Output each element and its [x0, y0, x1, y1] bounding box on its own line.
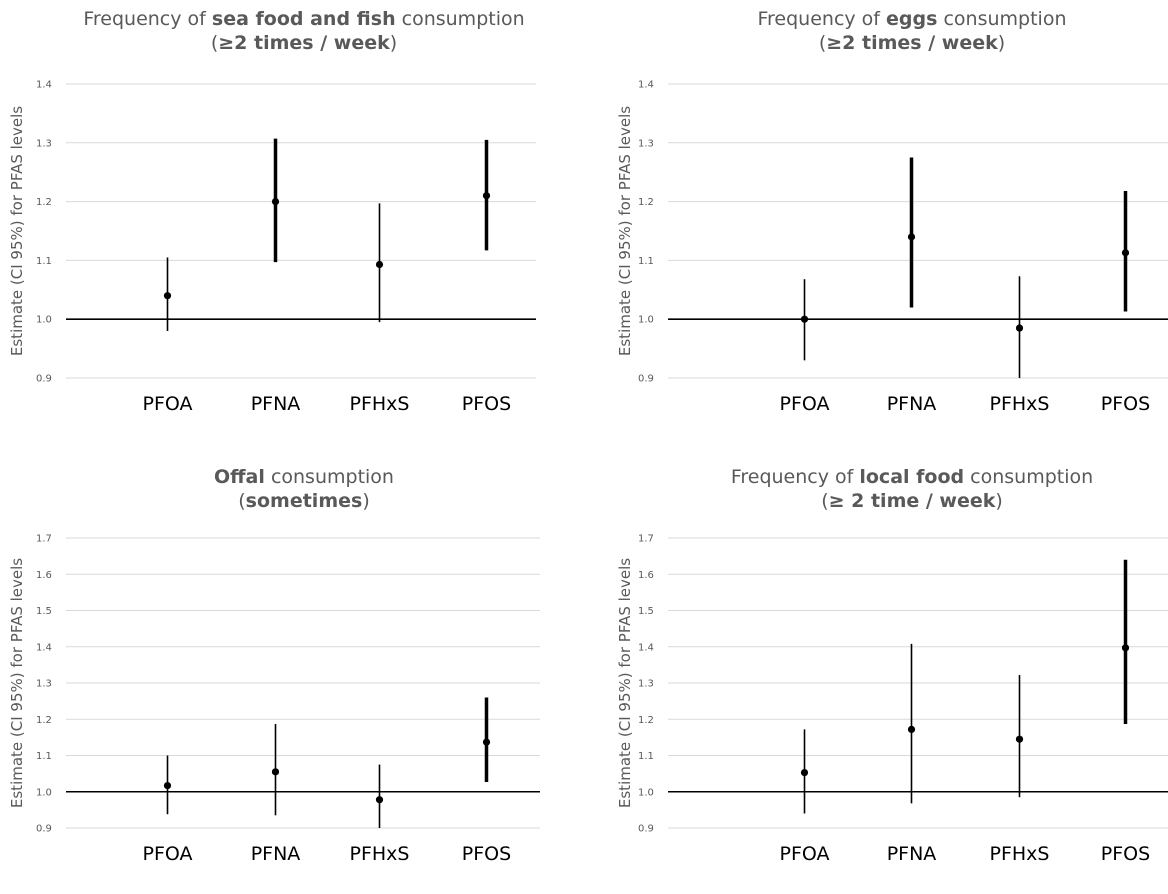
y-tick-label: 1.1 — [638, 256, 654, 267]
y-axis-label: Estimate (CI 95%) for PFAS levels — [8, 558, 26, 808]
chart-panel-eggs: Frequency of eggs consumption (≥2 times … — [612, 6, 1168, 436]
chart-subtitle: (≥ 2 time / week) — [821, 490, 1003, 512]
y-axis-label: Estimate (CI 95%) for PFAS levels — [8, 106, 26, 356]
category-label: PFOA — [142, 843, 192, 865]
category-label: PFNA — [251, 393, 301, 415]
estimate-point-pfhxs — [375, 260, 384, 269]
chart-plot: 0.9 1.0 1.1 1.2 1.3 1.4 Estimate (CI 95%) for … — [8, 80, 536, 415]
y-tick-label: 1.3 — [36, 138, 52, 149]
category-label: PFOS — [462, 843, 511, 865]
y-tick-label: 1.2 — [36, 715, 52, 726]
estimate-point-pfhxs — [1015, 324, 1024, 332]
y-tick-label: 1.4 — [638, 642, 654, 653]
chart-plot: 0.9 1.0 1.1 1.2 1.3 1.4 1.5 1.6 1.7 Estimate (CI … — [8, 534, 540, 865]
y-axis-label: Estimate (CI 95%) for PFAS levels — [616, 106, 634, 356]
chart-title: Offal consumption — [214, 466, 394, 488]
category-label: PFOS — [1101, 843, 1150, 865]
y-tick-label: 1.1 — [36, 751, 52, 762]
chart-title: Frequency of sea food and fish consumpti… — [83, 8, 525, 30]
y-tick-label: 0.9 — [36, 374, 52, 385]
y-tick-label: 0.9 — [638, 824, 654, 835]
category-label: PFOA — [779, 393, 829, 415]
y-tick-label: 1.6 — [36, 570, 52, 581]
estimate-point-pfoa — [800, 768, 809, 777]
category-label: PFHxS — [990, 843, 1050, 865]
chart-panel-seafood: Frequency of sea food and fish consumpti… — [4, 6, 564, 436]
y-tick-label: 1.3 — [638, 138, 654, 149]
estimate-point-pfna — [271, 768, 280, 776]
y-tick-label: 1.0 — [638, 315, 654, 326]
y-tick-label: 1.7 — [36, 534, 52, 545]
chart-panel-offal: Offal consumption (sometimes) 0.9 1.0 1.1 1… — [4, 464, 564, 894]
chart-subtitle: (sometimes) — [238, 490, 370, 512]
y-tick-label: 1.0 — [36, 315, 52, 326]
estimate-point-pfhxs — [375, 796, 384, 804]
chart-subtitle: (≥2 times / week) — [818, 32, 1006, 54]
y-tick-label: 1.5 — [638, 606, 654, 617]
category-label: PFNA — [887, 843, 937, 865]
estimate-point-pfos — [1121, 249, 1130, 257]
y-tick-label: 1.4 — [36, 80, 52, 91]
y-tick-label: 1.1 — [36, 256, 52, 267]
category-label: PFNA — [251, 843, 301, 865]
y-tick-label: 1.3 — [36, 679, 52, 690]
estimate-point-pfos — [482, 192, 491, 200]
y-axis-label: Estimate (CI 95%) for PFAS levels — [616, 558, 634, 808]
chart-title: Frequency of eggs consumption — [757, 8, 1067, 30]
estimate-point-pfoa — [163, 292, 172, 300]
chart-subtitle: (≥2 times / week) — [210, 32, 398, 54]
estimate-point-pfna — [907, 233, 916, 241]
y-tick-label: 1.0 — [36, 787, 52, 798]
estimate-point-pfoa — [163, 781, 172, 790]
y-tick-label: 0.9 — [638, 374, 654, 385]
estimate-point-pfna — [907, 725, 916, 733]
y-tick-label: 1.2 — [36, 197, 52, 208]
y-tick-label: 1.4 — [638, 80, 654, 91]
y-tick-label: 1.0 — [638, 787, 654, 798]
category-label: PFOA — [142, 393, 192, 415]
category-label: PFOS — [1101, 393, 1150, 415]
y-tick-label: 1.2 — [638, 197, 654, 208]
y-tick-label: 1.5 — [36, 606, 52, 617]
chart-title: Frequency of local food consumption — [730, 466, 1094, 488]
chart-plot: 0.9 1.0 1.1 1.2 1.3 1.4 Estimate (CI 95%) for … — [616, 80, 1168, 415]
estimate-point-pfna — [271, 198, 280, 206]
chart-plot: 0.9 1.0 1.1 1.2 1.3 1.4 1.5 1.6 1.7 Estimate (CI … — [616, 534, 1168, 865]
category-label: PFHxS — [990, 393, 1050, 415]
y-tick-label: 0.9 — [36, 824, 52, 835]
estimate-point-pfhxs — [1015, 735, 1024, 743]
y-tick-label: 1.1 — [638, 751, 654, 762]
y-tick-label: 1.6 — [638, 570, 654, 581]
y-tick-label: 1.7 — [638, 534, 654, 545]
category-label: PFNA — [887, 393, 937, 415]
category-label: PFOS — [462, 393, 511, 415]
y-tick-label: 1.4 — [36, 642, 52, 653]
estimate-point-pfos — [1121, 644, 1130, 652]
chart-panel-local-food: Frequency of local food consumption (≥ 2… — [612, 464, 1168, 894]
category-label: PFHxS — [350, 393, 410, 415]
estimate-point-pfos — [482, 738, 491, 746]
y-tick-label: 1.2 — [638, 715, 654, 726]
y-tick-label: 1.3 — [638, 679, 654, 690]
estimate-point-pfoa — [800, 315, 809, 323]
category-label: PFOA — [779, 843, 829, 865]
category-label: PFHxS — [350, 843, 410, 865]
